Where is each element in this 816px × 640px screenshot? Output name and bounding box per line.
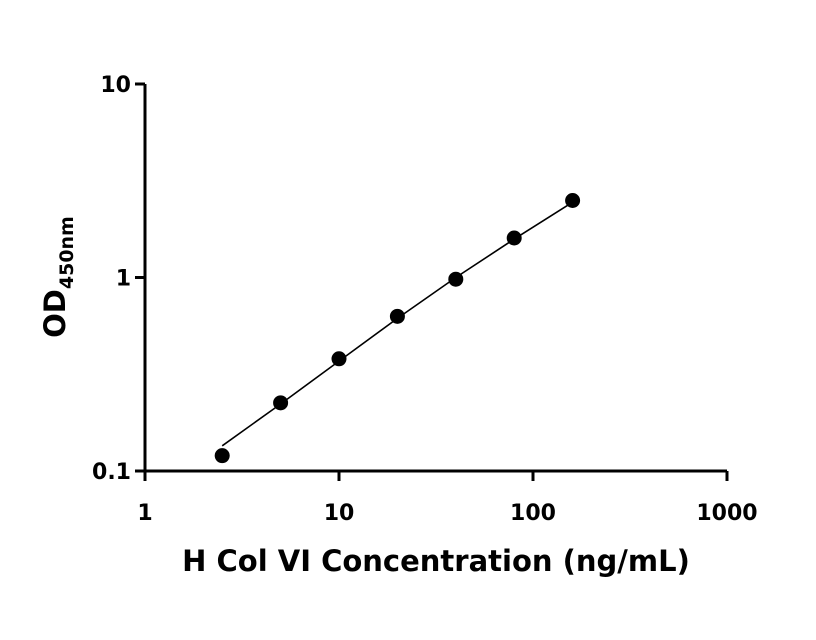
y-ticks: 0.1 1 10: [92, 73, 145, 485]
data-point-0: [214, 448, 230, 464]
data-point-1: [273, 395, 289, 411]
y-tick-label-2: 10: [100, 73, 131, 98]
y-axis-title: OD450nm: [38, 216, 78, 338]
svg-text:OD450nm: OD450nm: [38, 216, 78, 338]
data-points: [214, 192, 581, 464]
x-tick-label-2: 100: [510, 501, 556, 526]
data-point-5: [506, 230, 522, 246]
data-point-2: [331, 351, 347, 367]
x-axis-title: H Col VI Concentration (ng/mL): [182, 544, 690, 578]
data-point-6: [565, 192, 581, 208]
y-axis-title-subscript: 450nm: [56, 216, 78, 289]
data-point-3: [389, 308, 405, 324]
x-ticks: 1 10 100 1000: [137, 471, 758, 526]
x-tick-label-3: 1000: [696, 501, 757, 526]
y-tick-label-1: 1: [116, 267, 131, 292]
y-axis-title-main: OD: [38, 289, 72, 338]
axes: [143, 84, 727, 473]
x-tick-label-0: 1: [137, 501, 152, 526]
data-point-4: [448, 271, 464, 287]
x-tick-label-1: 10: [324, 501, 355, 526]
y-tick-label-0: 0.1: [92, 460, 131, 485]
